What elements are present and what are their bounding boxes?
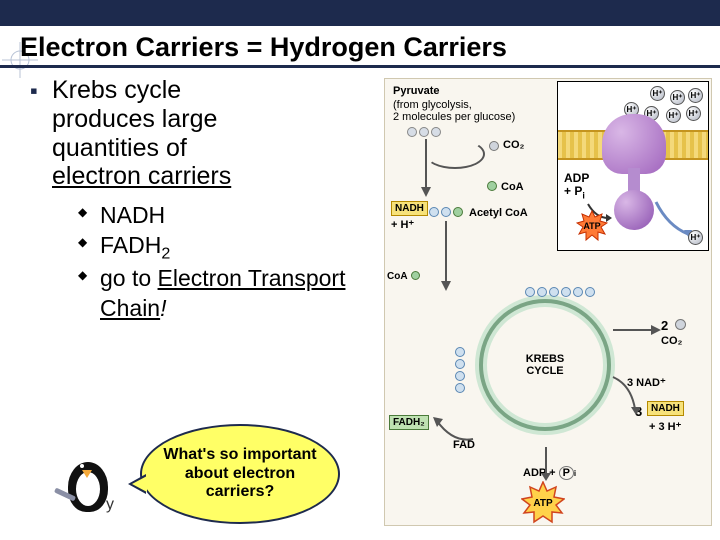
hplus-icon: H⁺ [686, 106, 701, 121]
speech-text: What's so important about electron carri… [160, 446, 320, 501]
main-bullet: Krebs cycle produces large quantities of… [30, 76, 380, 191]
pyruvate-label: Pyruvate [393, 85, 439, 97]
hplus-icon: H⁺ [650, 86, 665, 101]
nadh-box-1: NADH [391, 201, 428, 216]
co2-label: CO₂ [503, 139, 524, 151]
arrow-icon [439, 221, 453, 293]
coa-label: CoA [501, 181, 524, 193]
slide-title: Electron Carriers = Hydrogen Carriers [0, 26, 720, 68]
arrow-icon [433, 413, 477, 445]
plus-h-1: + H⁺ [391, 219, 414, 231]
acetyl-label: Acetyl CoA [469, 207, 528, 219]
arrow-icon [539, 447, 553, 483]
main-line-4: electron carriers [52, 162, 231, 190]
arrow-icon [613, 323, 661, 337]
sub-bullet-fadh2: FADH2 [78, 231, 380, 265]
adp-label: ADP + Pi [564, 172, 589, 201]
atp-rotor [602, 114, 666, 174]
main-line-2: produces large [52, 105, 217, 133]
sub-bullet-etc: go to Electron Transport Chain! [78, 264, 380, 324]
hplus-icon: H⁺ [688, 88, 703, 103]
cycle-arrows [475, 295, 615, 435]
sub-bullet-list: NADH FADH2 go to Electron Transport Chai… [30, 201, 380, 324]
atp-knob [614, 190, 654, 230]
atp-star: ATP [521, 481, 565, 525]
slide-top-bar [0, 0, 720, 26]
goto-text: go to [100, 265, 158, 291]
co2-b-label: CO₂ [661, 335, 682, 347]
fadh2-box: FADH₂ [389, 415, 429, 430]
pyruvate-sub1: (from glycolysis, [393, 99, 472, 111]
atp-synthase-panel: H⁺ H⁺ H⁺ H⁺ H⁺ H⁺ H⁺ ADP + Pi ATP [557, 81, 709, 251]
fadh-text: FADH [100, 232, 161, 258]
atp-text: ATP [533, 498, 552, 509]
arrow-icon [611, 375, 641, 415]
atp-mini-star: ATP [576, 210, 608, 242]
krebs-diagram: Pyruvate (from glycolysis, 2 molecules p… [384, 78, 712, 526]
main-line-1: Krebs cycle [52, 76, 181, 104]
mascot-area: y What's so important about electron car… [60, 400, 360, 530]
fadh-sub: 2 [161, 244, 170, 262]
co2-ball [489, 141, 499, 151]
pyruvate-sub2: 2 molecules per glucose) [393, 111, 515, 123]
sub-bullet-nadh: NADH [78, 201, 380, 231]
etc-excl: ! [160, 295, 166, 321]
speech-bubble: What's so important about electron carri… [140, 424, 340, 524]
hplus-icon: H⁺ [670, 90, 685, 105]
hplus-icon: H⁺ [666, 108, 681, 123]
footer-y-fragment: y [106, 496, 114, 514]
coa-recycle: CoA [387, 271, 408, 282]
nadh-box-2: NADH [647, 401, 684, 416]
two-label: 2 [661, 319, 668, 333]
hplus-icon: H⁺ [688, 230, 703, 245]
main-line-3: quantities of [52, 134, 187, 162]
plus-3h: + 3 H⁺ [649, 421, 681, 433]
left-text-column: Krebs cycle produces large quantities of… [30, 76, 380, 324]
